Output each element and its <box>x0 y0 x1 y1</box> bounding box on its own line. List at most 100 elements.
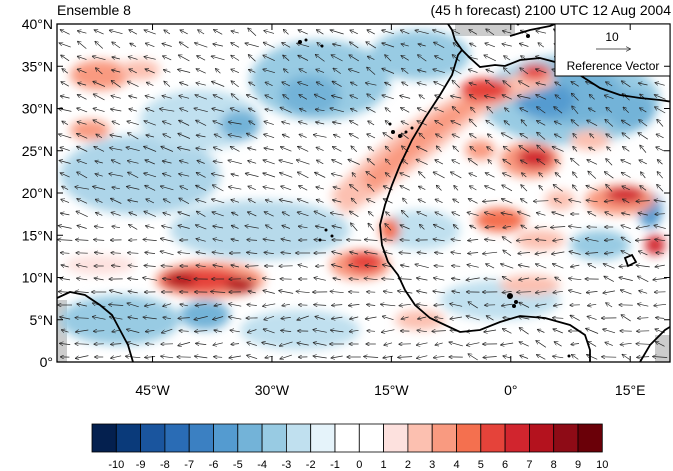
wind-vector <box>332 317 343 319</box>
wind-vector <box>214 357 223 358</box>
colorbar-box <box>237 423 263 453</box>
wind-vector <box>570 315 580 321</box>
wind-vector <box>333 278 341 280</box>
wind-vector <box>381 304 396 306</box>
wind-vector <box>569 290 582 295</box>
wind-vector <box>77 122 87 125</box>
wind-vector <box>653 357 668 358</box>
wind-vector <box>503 81 512 88</box>
colorbar-box <box>164 423 190 453</box>
wind-vector <box>636 240 651 241</box>
wind-vector <box>518 212 531 217</box>
wind-vector <box>248 161 257 164</box>
wind-vector <box>418 317 427 319</box>
wind-vector <box>62 121 69 126</box>
wind-vector <box>127 121 139 126</box>
wind-vector <box>454 225 459 230</box>
wind-vector <box>485 212 496 216</box>
wind-vector <box>501 213 513 215</box>
wind-vector <box>231 69 240 74</box>
wind-vector <box>502 44 512 46</box>
wind-vector <box>245 226 259 229</box>
wind-vector <box>59 161 71 164</box>
lon-tick-label: 15°E <box>615 382 646 398</box>
colorbar-label: 0 <box>356 459 362 471</box>
wind-vector <box>656 147 665 152</box>
wind-vector <box>367 94 376 101</box>
wind-vector <box>128 133 139 140</box>
wind-vector <box>368 184 375 192</box>
wind-vector <box>213 185 224 192</box>
wind-vector <box>93 56 106 61</box>
wind-vector <box>401 121 409 126</box>
wind-vector <box>58 226 72 229</box>
wind-vector <box>144 266 156 267</box>
wind-vector <box>572 94 579 101</box>
wind-vector <box>385 83 392 86</box>
wind-vector <box>265 82 273 87</box>
wind-vector <box>621 160 632 165</box>
wind-vector <box>452 107 460 114</box>
wind-vector <box>196 69 206 74</box>
wind-vector <box>435 343 443 345</box>
wind-vector <box>623 107 629 113</box>
wind-vector <box>231 31 239 33</box>
wind-vector <box>434 42 445 49</box>
colorbar-box <box>504 423 530 453</box>
wind-vector <box>536 341 547 348</box>
wind-vector <box>639 160 647 165</box>
wind-vector <box>420 225 425 230</box>
wind-vector <box>77 278 88 280</box>
wind-vector <box>212 56 225 61</box>
wind-vector <box>452 212 461 217</box>
wind-vector <box>605 120 614 127</box>
wind-vector <box>655 83 665 86</box>
wind-vector <box>333 187 341 189</box>
wind-vector <box>484 279 496 280</box>
wind-vector <box>62 330 69 332</box>
wind-vector <box>452 55 460 62</box>
wind-vector <box>386 173 391 178</box>
wind-vector <box>588 304 597 305</box>
wind-vector <box>110 290 123 294</box>
wind-vector <box>419 186 426 190</box>
wind-vector <box>656 253 665 254</box>
wind-vector <box>552 147 564 152</box>
wind-vector <box>587 160 598 165</box>
wind-vector <box>485 239 496 240</box>
wind-vector <box>434 305 445 306</box>
wind-vector <box>553 239 564 241</box>
wind-vector <box>365 252 378 254</box>
wind-vector <box>247 305 257 306</box>
colorbar-box <box>577 423 603 453</box>
wind-vector <box>211 292 226 293</box>
wind-vector <box>382 95 394 100</box>
wind-vector <box>60 317 71 319</box>
wind-vector <box>214 147 223 152</box>
wind-vector <box>467 342 480 346</box>
wind-vector <box>403 198 408 204</box>
wind-vector <box>332 265 343 268</box>
wind-vector <box>78 95 87 100</box>
wind-vector <box>94 278 104 280</box>
wind-vector <box>128 81 139 87</box>
wind-vector <box>469 30 478 35</box>
lat-tick-label: 0° <box>40 354 53 370</box>
wind-vector <box>470 43 477 47</box>
wind-vector <box>486 121 495 126</box>
wind-vector <box>504 121 510 126</box>
wind-vector <box>128 291 138 293</box>
wind-vector <box>147 82 154 86</box>
wind-vector <box>163 304 172 307</box>
wind-vector <box>164 81 171 87</box>
wind-vector <box>519 265 530 267</box>
wind-vector <box>144 30 156 35</box>
colorbar-label: 10 <box>596 459 608 471</box>
wind-vector <box>382 329 395 333</box>
wind-vector <box>198 30 205 35</box>
wind-vector <box>297 43 310 48</box>
wind-vector <box>334 135 341 138</box>
wind-vector <box>452 160 461 165</box>
wind-vector <box>298 147 309 152</box>
wind-vector <box>537 145 546 153</box>
